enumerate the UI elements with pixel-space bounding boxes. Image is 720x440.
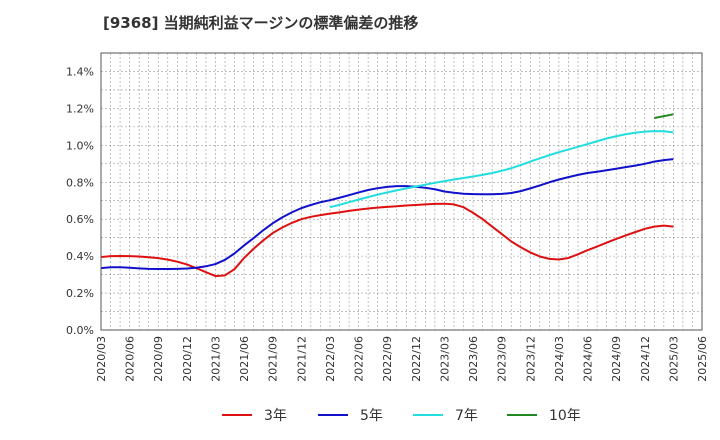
x-tick-label: 2023/06 [467, 336, 480, 382]
legend-label-4: 10年 [549, 408, 581, 424]
y-tick-label: 1.2% [66, 102, 94, 115]
plot-frame [100, 52, 703, 331]
y-tick-label: 0.6% [66, 213, 94, 226]
x-tick-label: 2022/12 [410, 336, 423, 382]
series-line-3 [329, 130, 674, 209]
plot-area [101, 53, 702, 330]
x-tick-label: 2021/06 [238, 336, 251, 382]
x-tick-label: 2025/03 [667, 336, 680, 382]
y-tick-label: 0.4% [66, 250, 94, 263]
y-tick-label: 0.2% [66, 287, 94, 300]
legend-label-3: 7年 [455, 408, 478, 424]
x-tick-label: 2020/12 [181, 336, 194, 382]
x-tick-label: 2020/03 [95, 336, 108, 382]
legend-label-2: 5年 [360, 408, 383, 424]
series-line-4 [654, 113, 674, 119]
x-tick-label: 2021/09 [267, 336, 280, 382]
x-tick-label: 2023/12 [524, 336, 537, 382]
x-tick-label: 2025/06 [696, 336, 709, 382]
x-tick-label: 2023/09 [496, 336, 509, 382]
legend: 3年 5年 7年 10年 [222, 408, 581, 424]
x-tick-label: 2021/12 [295, 336, 308, 382]
x-tick-label: 2022/06 [353, 336, 366, 382]
legend-label-1: 3年 [264, 408, 287, 424]
y-tick-label: 1.0% [66, 139, 94, 152]
x-tick-label: 2020/09 [152, 336, 165, 382]
x-tick-label: 2020/06 [124, 336, 137, 382]
grid-layer [100, 52, 703, 331]
x-tick-label: 2022/09 [381, 336, 394, 382]
y-tick-label: 1.4% [66, 65, 94, 78]
x-tick-label: 2024/09 [610, 336, 623, 382]
series-line-2 [100, 158, 674, 271]
y-tick-label: 0.8% [66, 176, 94, 189]
x-tick-label: 2023/03 [438, 336, 451, 382]
x-tick-label: 2021/03 [209, 336, 222, 382]
axis-layer: 0.0% 0.2% 0.4% 0.6% 0.8% 1.0% 1.2% 1.4% 2020/03 2… [66, 52, 709, 382]
x-tick-label: 2024/06 [582, 336, 595, 382]
x-tick-label: 2024/12 [639, 336, 652, 382]
chart-title: [9368] 当期純利益マージンの標準偏差の推移 [103, 14, 419, 32]
y-tick-label: 0.0% [66, 324, 94, 337]
x-tick-label: 2022/03 [324, 336, 337, 382]
x-tick-label: 2024/03 [553, 336, 566, 382]
series-layer [100, 113, 674, 278]
